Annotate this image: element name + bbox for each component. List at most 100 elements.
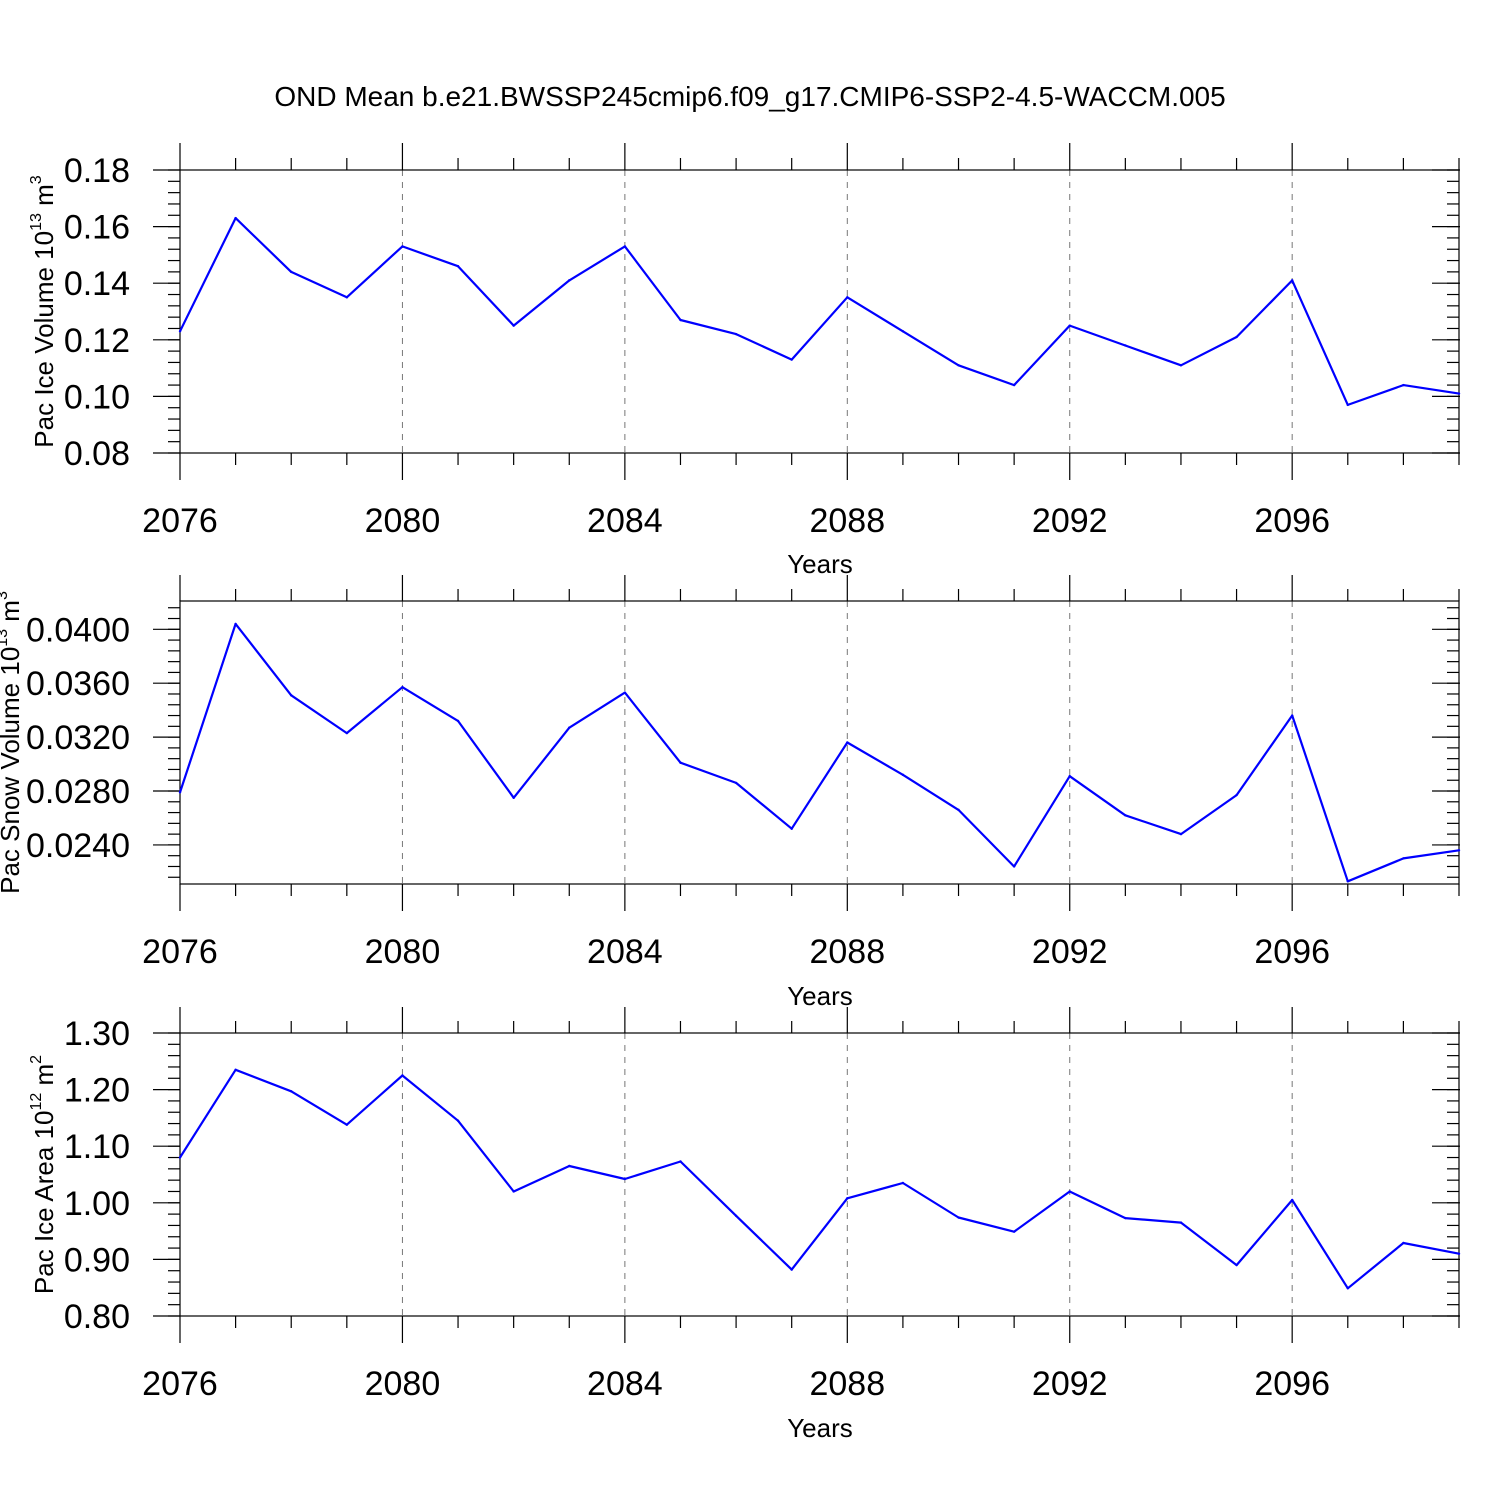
data-point bbox=[345, 1123, 349, 1126]
data-point bbox=[345, 296, 349, 299]
data-point bbox=[568, 726, 571, 729]
x-tick-label: 2096 bbox=[1254, 933, 1330, 971]
data-point bbox=[1124, 814, 1127, 817]
series-line-ice-area bbox=[179, 1068, 1460, 1290]
data-point bbox=[1068, 324, 1071, 327]
data-point bbox=[790, 1268, 793, 1271]
data-point bbox=[178, 791, 182, 794]
x-tick-label: 2096 bbox=[1254, 1365, 1330, 1403]
data-point bbox=[846, 296, 849, 299]
x-axis-title: Years bbox=[787, 981, 853, 1011]
x-tick-label: 2092 bbox=[1032, 1365, 1108, 1403]
data-point bbox=[234, 216, 237, 220]
x-tick-label: 2076 bbox=[142, 933, 218, 971]
y-axis-title-superscript: 13 bbox=[0, 629, 11, 647]
y-tick-label: 0.0280 bbox=[26, 773, 130, 811]
data-point bbox=[1179, 364, 1183, 367]
data-point bbox=[512, 1190, 515, 1193]
y-tick-label: 0.0320 bbox=[26, 719, 130, 757]
data-point bbox=[1346, 880, 1349, 883]
data-point bbox=[178, 330, 182, 333]
data-point bbox=[290, 694, 293, 697]
x-axis-title: Years bbox=[787, 1413, 853, 1443]
data-point bbox=[568, 279, 571, 282]
y-tick-label: 0.0240 bbox=[26, 827, 130, 865]
data-point bbox=[401, 245, 404, 248]
data-point bbox=[623, 245, 627, 248]
data-point bbox=[679, 318, 682, 322]
panel-snow-volume: 2076 2080 2084 2088 2092 2096 Years 0.0240 0.028… bbox=[0, 575, 1461, 1011]
y-axis-title-superscript: 2 bbox=[28, 1055, 45, 1064]
plot-frame bbox=[179, 1032, 1460, 1317]
data-point bbox=[734, 781, 738, 785]
y-tick-label: 1.30 bbox=[64, 1015, 130, 1053]
x-tick-label: 2084 bbox=[587, 933, 663, 971]
data-point bbox=[957, 1216, 960, 1219]
x-tick-label: 2096 bbox=[1254, 502, 1330, 540]
data-point bbox=[679, 1160, 682, 1163]
x-tick-label: 2084 bbox=[587, 1365, 663, 1403]
plot-frame bbox=[179, 169, 1460, 454]
data-point bbox=[957, 808, 960, 812]
x-tick-label: 2088 bbox=[809, 502, 885, 540]
data-point bbox=[234, 622, 237, 626]
y-axis-title-part: m bbox=[29, 1064, 59, 1093]
data-point bbox=[846, 1197, 849, 1200]
data-point bbox=[234, 1068, 237, 1071]
data-point bbox=[623, 1177, 627, 1181]
data-point bbox=[1346, 1287, 1349, 1290]
x-axis-title: Years bbox=[787, 549, 853, 579]
y-tick-label: 0.08 bbox=[64, 435, 130, 473]
y-tick-label: 0.0360 bbox=[26, 665, 130, 703]
x-tick-label: 2080 bbox=[365, 502, 441, 540]
panel-ice-area: 2076 2080 2084 2088 2092 2096 Years 0.80 0.90 1.0… bbox=[28, 1007, 1461, 1443]
x-tick-label: 2080 bbox=[365, 1365, 441, 1403]
data-point bbox=[790, 358, 793, 361]
y-tick-label: 0.10 bbox=[64, 378, 130, 416]
data-point bbox=[1402, 857, 1405, 860]
y-axis-title: Pac Ice Area 1012 m2 bbox=[28, 1055, 59, 1294]
y-tick-label: 0.0400 bbox=[26, 611, 130, 649]
series-line-ice-volume bbox=[179, 217, 1460, 406]
data-point bbox=[568, 1164, 571, 1168]
y-axis-title-superscript: 13 bbox=[28, 213, 45, 231]
data-point bbox=[1290, 279, 1294, 282]
data-point bbox=[901, 1181, 905, 1185]
data-point bbox=[1012, 1230, 1016, 1233]
data-point bbox=[1179, 1221, 1183, 1224]
data-point bbox=[1290, 1198, 1294, 1202]
y-tick-label: 0.90 bbox=[64, 1241, 130, 1279]
y-tick-label: 0.16 bbox=[64, 209, 130, 247]
data-point bbox=[456, 265, 460, 268]
data-point bbox=[1402, 1241, 1405, 1245]
data-point bbox=[1124, 344, 1127, 347]
series-line-snow-volume bbox=[178, 622, 1460, 883]
data-point bbox=[1068, 1190, 1071, 1193]
data-point bbox=[1402, 383, 1405, 387]
x-tick-label: 2076 bbox=[142, 502, 218, 540]
y-axis-title-part: m bbox=[29, 184, 59, 213]
data-point bbox=[290, 1090, 293, 1093]
y-tick-label: 0.80 bbox=[64, 1298, 130, 1336]
data-point bbox=[1068, 774, 1071, 778]
data-point bbox=[1012, 865, 1016, 868]
y-axis-title-part: m bbox=[0, 600, 25, 629]
data-point bbox=[901, 773, 905, 777]
data-point bbox=[456, 1119, 460, 1122]
x-tick-label: 2076 bbox=[142, 1365, 218, 1403]
y-axis-title: Pac Ice Volume 1013 m3 bbox=[28, 175, 59, 448]
y-axis-title-part: Pac Ice Area 10 bbox=[29, 1111, 59, 1295]
data-point bbox=[1235, 335, 1238, 339]
data-point bbox=[734, 332, 738, 336]
data-point bbox=[846, 741, 849, 744]
y-tick-label: 1.20 bbox=[64, 1072, 130, 1110]
y-tick-label: 0.18 bbox=[64, 152, 130, 190]
y-tick-label: 0.12 bbox=[64, 322, 130, 360]
x-tick-label: 2092 bbox=[1032, 502, 1108, 540]
data-point bbox=[401, 1074, 404, 1077]
data-point bbox=[512, 324, 515, 327]
x-tick-label: 2084 bbox=[587, 502, 663, 540]
x-tick-label: 2088 bbox=[809, 933, 885, 971]
plot-frame bbox=[179, 600, 1460, 885]
